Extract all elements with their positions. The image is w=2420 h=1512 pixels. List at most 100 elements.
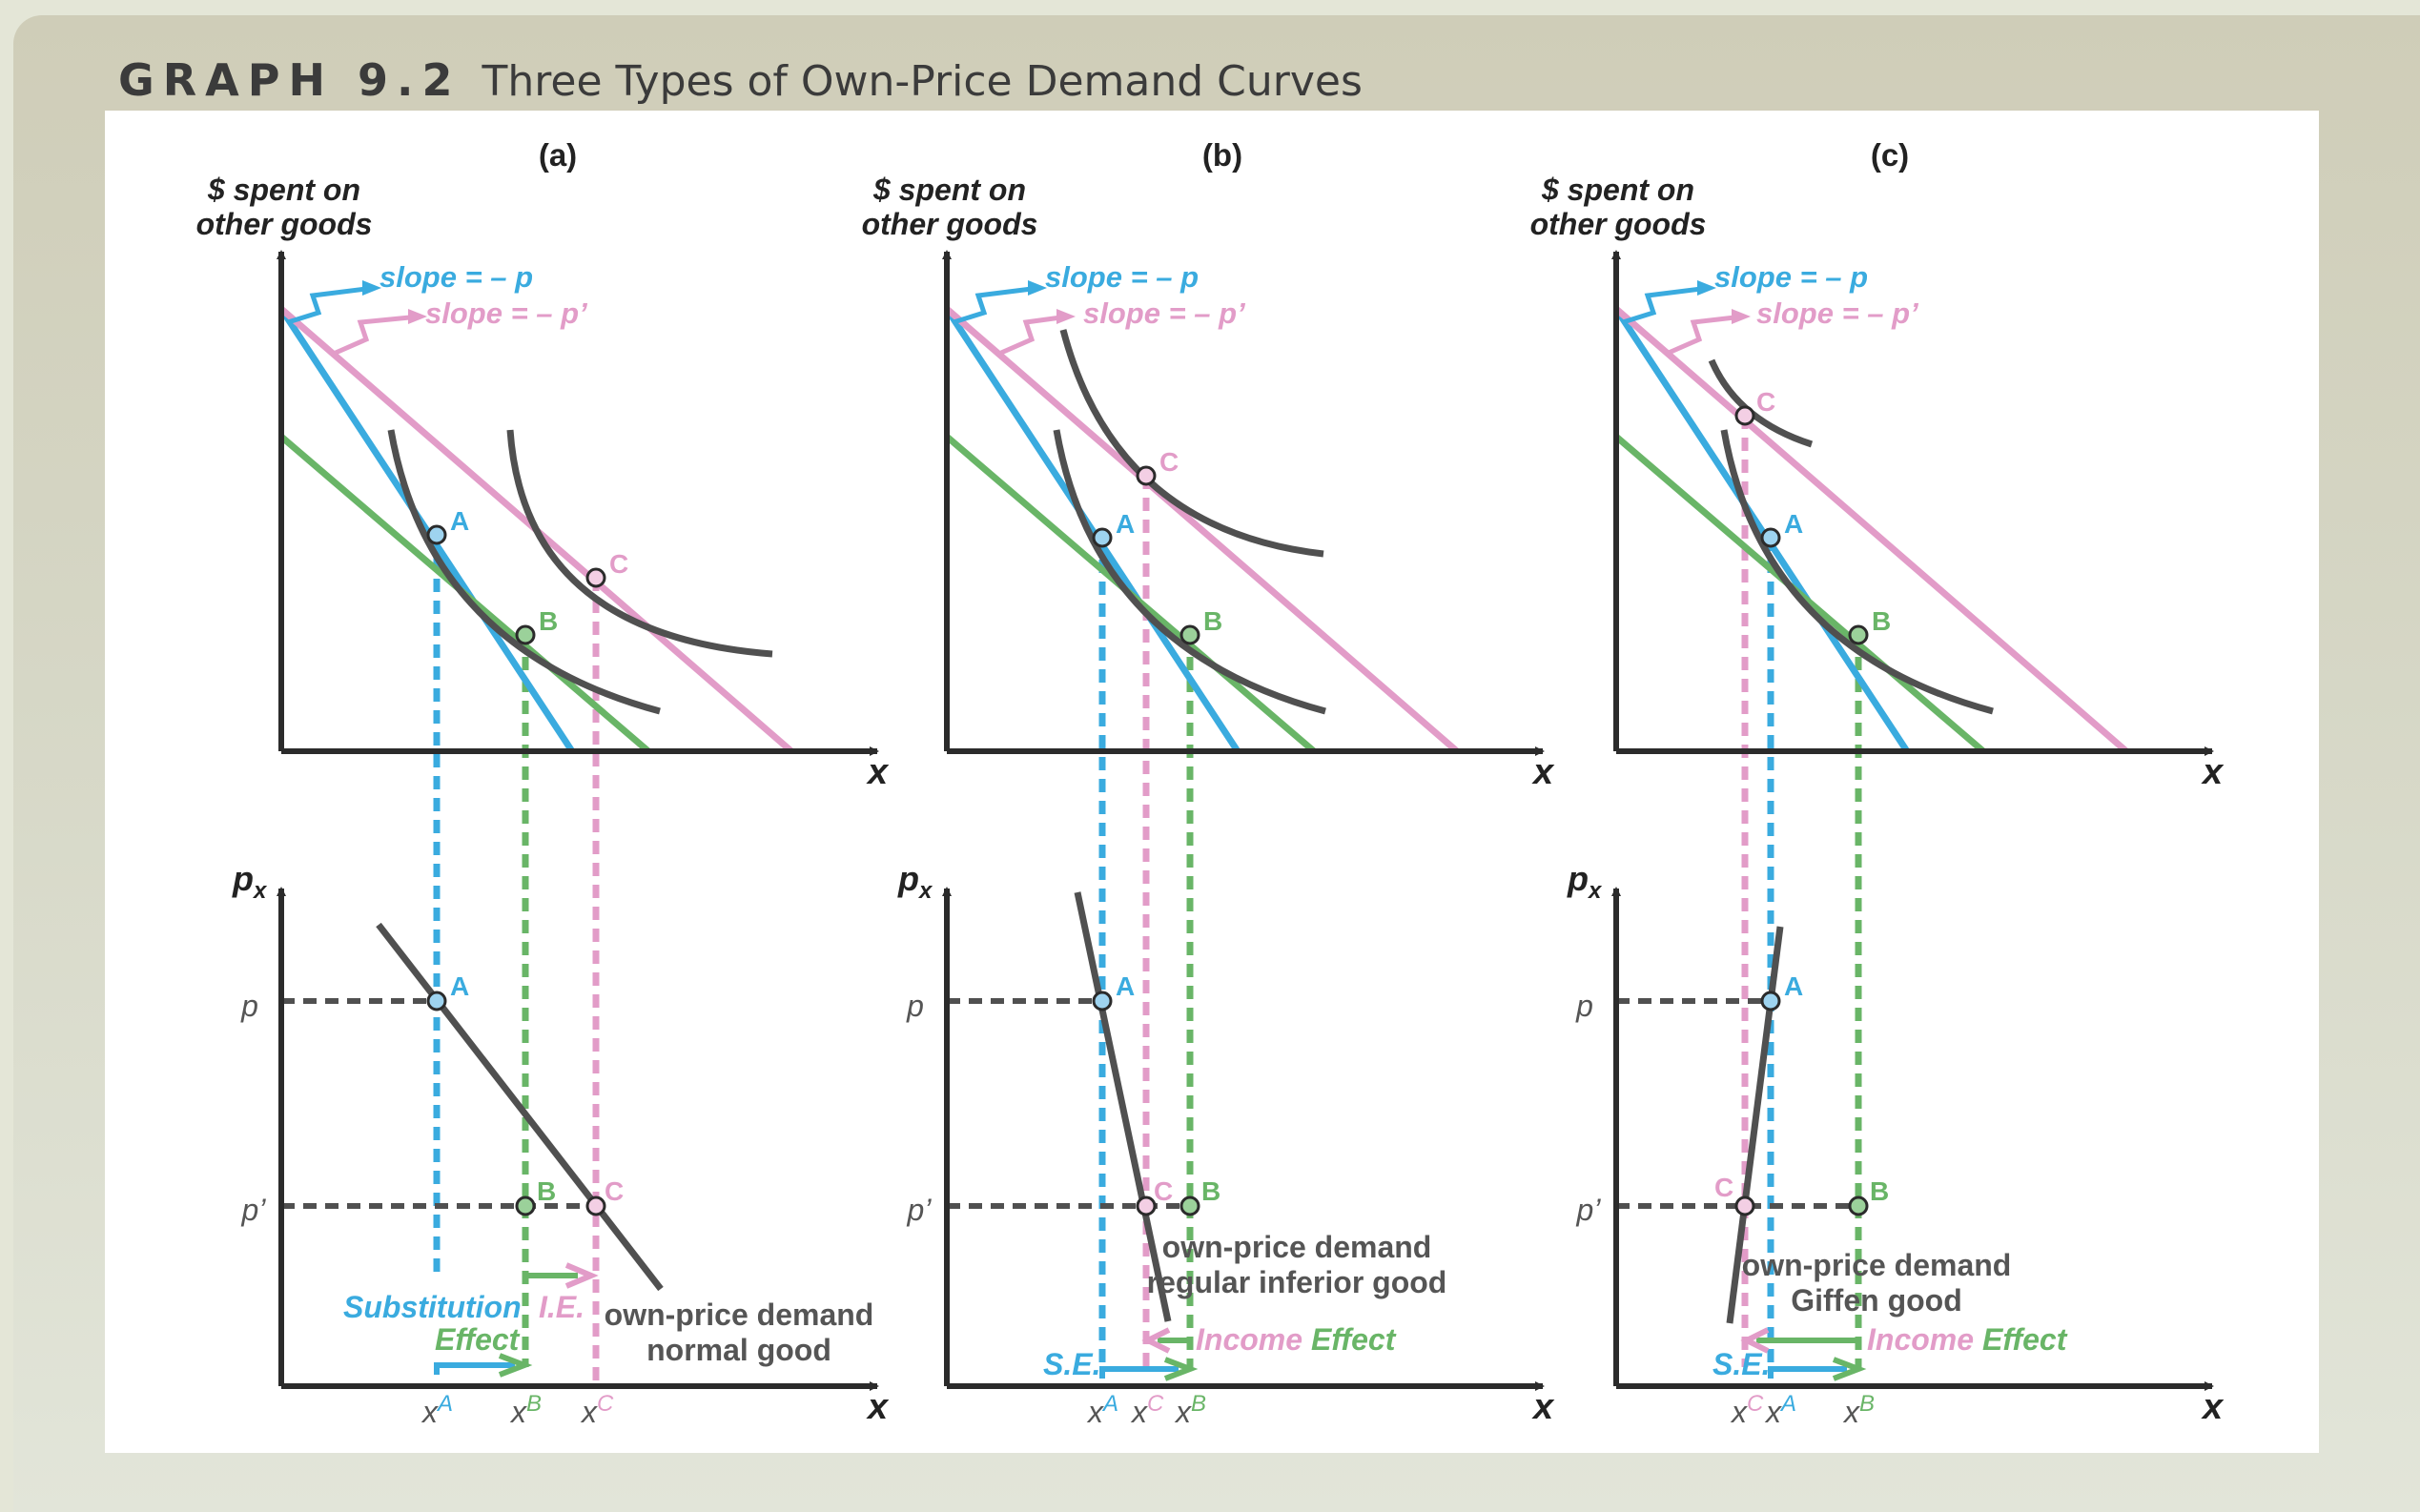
panel-b-bottom-point-b xyxy=(1179,1195,1200,1216)
panel-b-bottom-point-b-label: B xyxy=(1201,1176,1220,1206)
panel-c-tick-xa: xA xyxy=(1764,1391,1796,1429)
panel-a-label: (a) xyxy=(539,137,577,173)
panel-b-tick-xc: xC xyxy=(1130,1391,1164,1429)
panel-a-bottom-graph: px p p’ own-price demand normal good A B… xyxy=(232,859,890,1429)
panel-a-slope-p-label: slope = – p xyxy=(379,260,533,294)
panel-b-slope-pprime-label: slope = – p’ xyxy=(1083,296,1245,330)
panel-b-substitution-arrow xyxy=(1099,1366,1179,1379)
panel-c-top-y-label-line2: other goods xyxy=(1530,207,1707,241)
panel-c-top-y-label-line1: $ spent on xyxy=(1541,173,1694,207)
panel-c-slope-p-pointer xyxy=(1622,285,1710,325)
panel-c-budget-line-p xyxy=(1613,307,1910,753)
panel-c-top-point-b xyxy=(1848,624,1869,645)
panel-a-demand-label-line2: normal good xyxy=(646,1333,831,1367)
panel-c-slope-p-label: slope = – p xyxy=(1714,260,1868,294)
panel-c-bottom-point-b xyxy=(1848,1195,1869,1216)
panel-c-indifference-curve-low xyxy=(1720,429,1994,715)
panel-a-tick-xb: xB xyxy=(509,1391,542,1429)
panel-a-budget-line-p xyxy=(278,307,575,753)
panel-a-indifference-curve-high xyxy=(506,429,773,658)
panel-b-slope-p-arrowhead xyxy=(1028,280,1047,296)
diagram-panel: (a) $ spent on other goods slope = – p s… xyxy=(105,111,2319,1453)
panel-b-top-point-a xyxy=(1092,527,1113,548)
panel-a-income-effect-label: I.E. xyxy=(539,1290,584,1324)
panel-c-slope-pprime-arrowhead xyxy=(1732,309,1751,324)
panel-c-bottom-point-c xyxy=(1734,1195,1755,1216)
panel-a-tick-xa: xA xyxy=(420,1391,453,1429)
panel-a-price-pprime-label: p’ xyxy=(241,1193,267,1227)
panel-b-demand-curve xyxy=(1074,891,1172,1322)
panel-c-label: (c) xyxy=(1871,137,1909,173)
panel-a-substitution-label-line2: Effect xyxy=(435,1322,521,1357)
panel-b-tick-xa: xA xyxy=(1086,1391,1118,1429)
panel-c-top-point-c xyxy=(1734,405,1755,426)
panel-c-bottom-point-c-label: C xyxy=(1714,1173,1733,1202)
panel-c-demand-label-line1: own-price demand xyxy=(1742,1248,2012,1282)
panel-c-bottom-x-label: x xyxy=(2201,1387,2225,1427)
panel-b-bottom-point-c xyxy=(1136,1195,1157,1216)
panel-c-demand-label-line2: Giffen good xyxy=(1791,1283,1962,1318)
panel-a-top-point-c-label: C xyxy=(609,549,628,579)
panel-c-top-point-a xyxy=(1760,527,1781,548)
panel-a-top-point-a-label: A xyxy=(450,506,469,536)
diagram-svg: (a) $ spent on other goods slope = – p s… xyxy=(196,137,2225,1429)
panel-a-demand-label-line1: own-price demand xyxy=(605,1297,874,1332)
panel-a-slope-pprime-pointer xyxy=(334,314,420,356)
panel-b-top-point-b-label: B xyxy=(1203,606,1222,636)
panel-b-tick-xb: xB xyxy=(1174,1391,1206,1429)
panel-b-price-pprime-label: p’ xyxy=(907,1193,933,1227)
panel-b-slope-pprime-pointer xyxy=(999,314,1069,356)
panel-b-top-x-label: x xyxy=(1531,752,1555,792)
panel-b-top-graph: $ spent on other goods slope = – p slope… xyxy=(862,173,1555,1367)
panel-c-bottom-point-a-label: A xyxy=(1784,971,1803,1001)
panel-b-indifference-curve-high xyxy=(1059,329,1324,558)
panel-a-tick-xc: xC xyxy=(580,1391,614,1429)
panel-c-bottom-graph: px p p’ own-price demand Giffen good A C… xyxy=(1567,859,2225,1429)
panel-b-se-label: S.E. xyxy=(1043,1347,1100,1381)
panel-b-top-point-b xyxy=(1179,624,1200,645)
panel-c-price-p-label: p xyxy=(1575,989,1593,1023)
panel-b-demand-label-line1: own-price demand xyxy=(1162,1230,1432,1264)
panel-b-top-point-c xyxy=(1136,465,1157,486)
panel-b-budget-line-pprime xyxy=(944,306,1460,754)
panel-a-top-point-a xyxy=(426,524,447,545)
panel-a: (a) $ spent on other goods slope = – p s… xyxy=(196,137,890,1429)
panel-a-bottom-x-label: x xyxy=(866,1387,890,1427)
panel-a-slope-p-arrowhead xyxy=(362,280,381,296)
panel-c-slope-pprime-pointer xyxy=(1667,314,1744,356)
panel-a-indifference-curve-low xyxy=(387,429,661,715)
panel-a-slope-p-pointer xyxy=(287,285,375,325)
panel-c-substitution-arrowhead xyxy=(1832,1357,1867,1381)
panel-c-bottom-point-b-label: B xyxy=(1870,1176,1889,1206)
panel-c-top-point-a-label: A xyxy=(1784,509,1803,539)
panel-c-income-effect-label: Income Effect xyxy=(1867,1322,2068,1357)
panel-b-label: (b) xyxy=(1202,137,1242,173)
panel-a-bottom-point-a-label: A xyxy=(450,971,469,1001)
panel-a-substitution-label-line1: Substitution xyxy=(343,1290,522,1324)
panel-a-demand-curve xyxy=(376,922,664,1292)
panel-a-income-arrowhead xyxy=(564,1262,599,1289)
panel-a-top-point-b-label: B xyxy=(539,606,558,636)
panel-c-tick-xb: xB xyxy=(1842,1391,1875,1429)
panel-b-income-effect-label: Income Effect xyxy=(1196,1322,1397,1357)
panel-b-top-point-c-label: C xyxy=(1159,447,1179,477)
panel-b-slope-p-pointer xyxy=(953,285,1040,325)
panel-b-top-y-label-line2: other goods xyxy=(862,207,1038,241)
panel-a-slope-pprime-label: slope = – p’ xyxy=(425,296,587,330)
panel-a-top-point-c xyxy=(585,567,606,588)
panel-b-income-arrowhead xyxy=(1141,1327,1171,1354)
panel-a-substitution-arrowhead xyxy=(498,1353,533,1378)
panel-b-substitution-arrowhead xyxy=(1163,1357,1199,1381)
panel-b-price-p-label: p xyxy=(906,989,924,1023)
panel-a-substitution-arrow xyxy=(434,1362,515,1375)
panel-b-bottom-x-label: x xyxy=(1531,1387,1555,1427)
panel-a-top-y-label-line1: $ spent on xyxy=(207,173,360,207)
panel-c-slope-pprime-label: slope = – p’ xyxy=(1756,296,1918,330)
panel-c-tick-xc: xC xyxy=(1730,1391,1764,1429)
panel-a-bottom-point-a xyxy=(426,991,447,1011)
panel-b-top-point-a-label: A xyxy=(1116,509,1135,539)
panel-b-px-label: px xyxy=(897,859,933,904)
panel-a-bottom-point-b-label: B xyxy=(537,1176,556,1206)
panel-c-slope-p-arrowhead xyxy=(1697,280,1716,296)
panel-b-top-y-label-line1: $ spent on xyxy=(872,173,1026,207)
